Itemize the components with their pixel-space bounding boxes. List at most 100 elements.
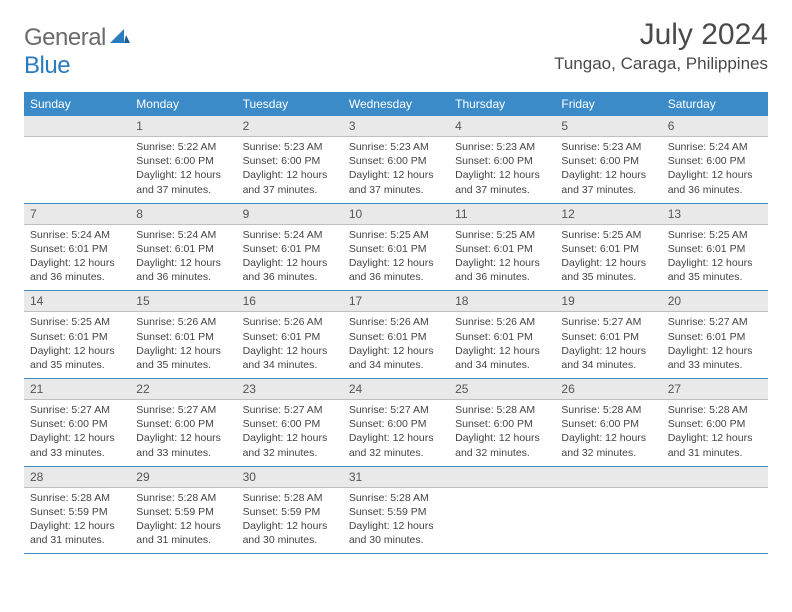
day-details: Sunrise: 5:27 AMSunset: 6:00 PMDaylight:…	[24, 400, 130, 466]
calendar-day-cell	[662, 466, 768, 554]
calendar-body: 1Sunrise: 5:22 AMSunset: 6:00 PMDaylight…	[24, 116, 768, 554]
sunset-line: Sunset: 6:00 PM	[668, 417, 762, 431]
day-details: Sunrise: 5:28 AMSunset: 5:59 PMDaylight:…	[237, 488, 343, 554]
calendar-header-row: Sunday Monday Tuesday Wednesday Thursday…	[24, 92, 768, 116]
daylight-line: Daylight: 12 hours and 37 minutes.	[349, 168, 443, 196]
day-number: 4	[449, 116, 555, 137]
sunrise-line: Sunrise: 5:28 AM	[30, 491, 124, 505]
daylight-line: Daylight: 12 hours and 35 minutes.	[668, 256, 762, 284]
day-number: 15	[130, 291, 236, 312]
calendar-day-cell: 14Sunrise: 5:25 AMSunset: 6:01 PMDayligh…	[24, 291, 130, 379]
day-details: Sunrise: 5:26 AMSunset: 6:01 PMDaylight:…	[130, 312, 236, 378]
col-header: Friday	[555, 92, 661, 116]
sunrise-line: Sunrise: 5:24 AM	[30, 228, 124, 242]
sunset-line: Sunset: 6:01 PM	[668, 330, 762, 344]
calendar-day-cell	[24, 116, 130, 203]
day-details: Sunrise: 5:22 AMSunset: 6:00 PMDaylight:…	[130, 137, 236, 203]
day-number: 19	[555, 291, 661, 312]
daylight-line: Daylight: 12 hours and 34 minutes.	[243, 344, 337, 372]
day-number	[24, 116, 130, 137]
calendar-day-cell: 1Sunrise: 5:22 AMSunset: 6:00 PMDaylight…	[130, 116, 236, 203]
day-number: 31	[343, 467, 449, 488]
brand-sail-icon	[108, 24, 130, 52]
sunset-line: Sunset: 6:00 PM	[455, 154, 549, 168]
day-number: 8	[130, 204, 236, 225]
day-details: Sunrise: 5:27 AMSunset: 6:00 PMDaylight:…	[130, 400, 236, 466]
sunrise-line: Sunrise: 5:26 AM	[349, 315, 443, 329]
sunset-line: Sunset: 6:01 PM	[349, 242, 443, 256]
day-number: 3	[343, 116, 449, 137]
day-number: 9	[237, 204, 343, 225]
sunrise-line: Sunrise: 5:28 AM	[243, 491, 337, 505]
sunset-line: Sunset: 6:00 PM	[30, 417, 124, 431]
sunrise-line: Sunrise: 5:24 AM	[136, 228, 230, 242]
sunset-line: Sunset: 6:01 PM	[136, 330, 230, 344]
day-number: 25	[449, 379, 555, 400]
day-number	[555, 467, 661, 488]
day-details	[24, 137, 130, 146]
sunrise-line: Sunrise: 5:26 AM	[243, 315, 337, 329]
sunset-line: Sunset: 6:00 PM	[455, 417, 549, 431]
day-details: Sunrise: 5:23 AMSunset: 6:00 PMDaylight:…	[237, 137, 343, 203]
calendar-week-row: 28Sunrise: 5:28 AMSunset: 5:59 PMDayligh…	[24, 466, 768, 554]
calendar-day-cell: 24Sunrise: 5:27 AMSunset: 6:00 PMDayligh…	[343, 379, 449, 467]
day-number: 20	[662, 291, 768, 312]
sunrise-line: Sunrise: 5:27 AM	[30, 403, 124, 417]
daylight-line: Daylight: 12 hours and 30 minutes.	[243, 519, 337, 547]
col-header: Monday	[130, 92, 236, 116]
calendar-day-cell: 21Sunrise: 5:27 AMSunset: 6:00 PMDayligh…	[24, 379, 130, 467]
sunset-line: Sunset: 5:59 PM	[30, 505, 124, 519]
calendar-day-cell	[555, 466, 661, 554]
day-number: 30	[237, 467, 343, 488]
sunrise-line: Sunrise: 5:23 AM	[561, 140, 655, 154]
location-subtitle: Tungao, Caraga, Philippines	[554, 54, 768, 74]
sunrise-line: Sunrise: 5:25 AM	[349, 228, 443, 242]
calendar-day-cell	[449, 466, 555, 554]
brand-general: General	[24, 24, 106, 51]
daylight-line: Daylight: 12 hours and 36 minutes.	[30, 256, 124, 284]
day-number: 28	[24, 467, 130, 488]
sunrise-line: Sunrise: 5:27 AM	[136, 403, 230, 417]
sunrise-line: Sunrise: 5:24 AM	[243, 228, 337, 242]
sunrise-line: Sunrise: 5:22 AM	[136, 140, 230, 154]
day-number: 7	[24, 204, 130, 225]
calendar-day-cell: 27Sunrise: 5:28 AMSunset: 6:00 PMDayligh…	[662, 379, 768, 467]
sunset-line: Sunset: 6:00 PM	[561, 154, 655, 168]
sunset-line: Sunset: 6:00 PM	[668, 154, 762, 168]
calendar-day-cell: 7Sunrise: 5:24 AMSunset: 6:01 PMDaylight…	[24, 203, 130, 291]
daylight-line: Daylight: 12 hours and 36 minutes.	[349, 256, 443, 284]
col-header: Wednesday	[343, 92, 449, 116]
calendar-day-cell: 29Sunrise: 5:28 AMSunset: 5:59 PMDayligh…	[130, 466, 236, 554]
day-details: Sunrise: 5:25 AMSunset: 6:01 PMDaylight:…	[662, 225, 768, 291]
calendar-day-cell: 18Sunrise: 5:26 AMSunset: 6:01 PMDayligh…	[449, 291, 555, 379]
daylight-line: Daylight: 12 hours and 35 minutes.	[561, 256, 655, 284]
day-number: 26	[555, 379, 661, 400]
sunset-line: Sunset: 5:59 PM	[136, 505, 230, 519]
day-details: Sunrise: 5:26 AMSunset: 6:01 PMDaylight:…	[343, 312, 449, 378]
col-header: Thursday	[449, 92, 555, 116]
day-details: Sunrise: 5:28 AMSunset: 5:59 PMDaylight:…	[343, 488, 449, 554]
daylight-line: Daylight: 12 hours and 32 minutes.	[561, 431, 655, 459]
day-number: 6	[662, 116, 768, 137]
day-number: 24	[343, 379, 449, 400]
calendar-day-cell: 25Sunrise: 5:28 AMSunset: 6:00 PMDayligh…	[449, 379, 555, 467]
sunrise-line: Sunrise: 5:27 AM	[243, 403, 337, 417]
sunrise-line: Sunrise: 5:23 AM	[455, 140, 549, 154]
calendar-day-cell: 26Sunrise: 5:28 AMSunset: 6:00 PMDayligh…	[555, 379, 661, 467]
calendar-page: GeneralBlue July 2024 Tungao, Caraga, Ph…	[0, 0, 792, 572]
sunrise-line: Sunrise: 5:26 AM	[455, 315, 549, 329]
daylight-line: Daylight: 12 hours and 35 minutes.	[30, 344, 124, 372]
sunrise-line: Sunrise: 5:25 AM	[668, 228, 762, 242]
sunset-line: Sunset: 5:59 PM	[243, 505, 337, 519]
day-number: 2	[237, 116, 343, 137]
daylight-line: Daylight: 12 hours and 32 minutes.	[243, 431, 337, 459]
day-details: Sunrise: 5:28 AMSunset: 6:00 PMDaylight:…	[555, 400, 661, 466]
sunrise-line: Sunrise: 5:28 AM	[455, 403, 549, 417]
day-details: Sunrise: 5:24 AMSunset: 6:01 PMDaylight:…	[237, 225, 343, 291]
calendar-day-cell: 4Sunrise: 5:23 AMSunset: 6:00 PMDaylight…	[449, 116, 555, 203]
sunrise-line: Sunrise: 5:27 AM	[349, 403, 443, 417]
day-number	[449, 467, 555, 488]
daylight-line: Daylight: 12 hours and 37 minutes.	[136, 168, 230, 196]
calendar-day-cell: 23Sunrise: 5:27 AMSunset: 6:00 PMDayligh…	[237, 379, 343, 467]
daylight-line: Daylight: 12 hours and 36 minutes.	[455, 256, 549, 284]
